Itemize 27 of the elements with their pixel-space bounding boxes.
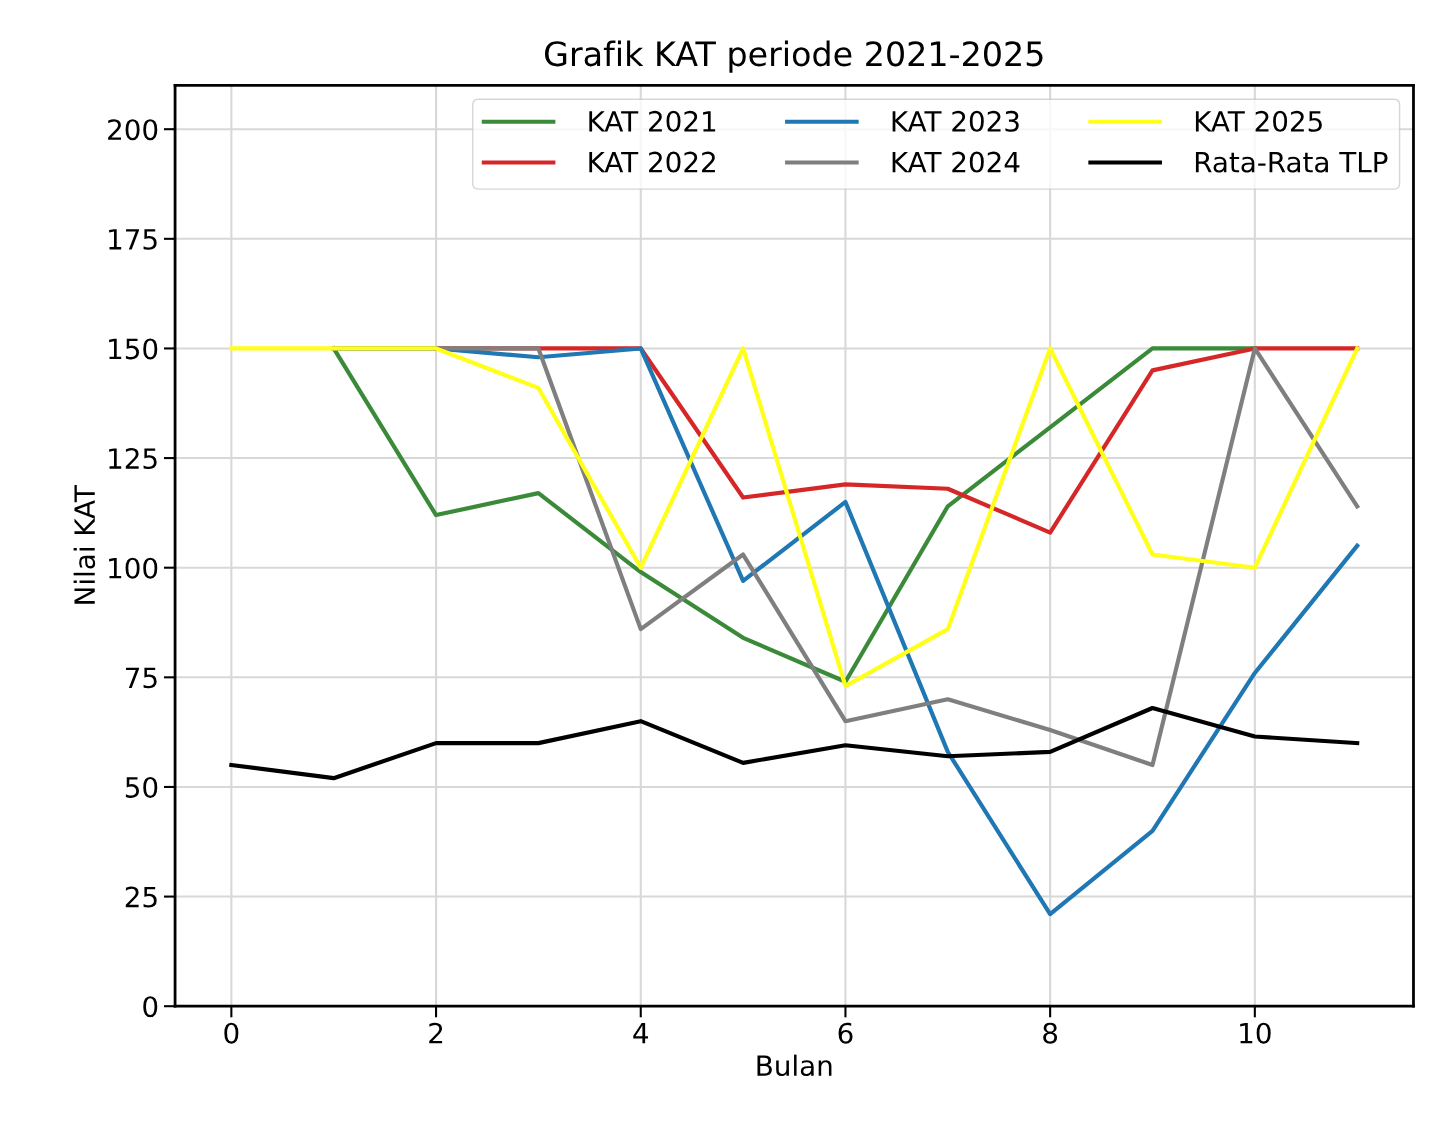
x-tick-label: 0 (224, 1022, 239, 1044)
chart-title: Grafik KAT periode 2021-2025 (545, 40, 1043, 73)
legend-label: KAT 2022 (589, 151, 715, 173)
legend-label: KAT 2021 (589, 110, 716, 132)
y-tick-label: 125 (109, 448, 157, 470)
y-tick-label: 0 (143, 996, 158, 1018)
y-axis-title: Nilai KAT (73, 485, 96, 604)
legend-label: Rata-Rata TLP (1195, 151, 1388, 173)
y-tick-label: 200 (108, 119, 158, 141)
x-tick-label: 8 (1043, 1022, 1058, 1044)
y-tick-label: 75 (126, 667, 157, 689)
x-axis-title: Bulan (757, 1054, 832, 1077)
x-tick-label: 2 (429, 1022, 443, 1044)
y-tick-label: 25 (125, 886, 157, 908)
y-tick-label: 50 (125, 776, 158, 798)
x-tick-label: 6 (838, 1022, 853, 1044)
y-tick-label: 100 (109, 557, 158, 579)
y-tick-label: 175 (109, 229, 157, 250)
legend-label: KAT 2023 (892, 110, 1019, 132)
x-tick-label: 10 (1240, 1022, 1271, 1044)
legend-label: KAT 2025 (1195, 110, 1322, 132)
y-tick-label: 150 (109, 338, 158, 360)
legend-label: KAT 2024 (892, 151, 1020, 173)
line-series (331, 346, 1257, 684)
x-tick-label: 4 (633, 1023, 649, 1044)
line-series (229, 705, 1360, 781)
line-series (229, 346, 1360, 689)
